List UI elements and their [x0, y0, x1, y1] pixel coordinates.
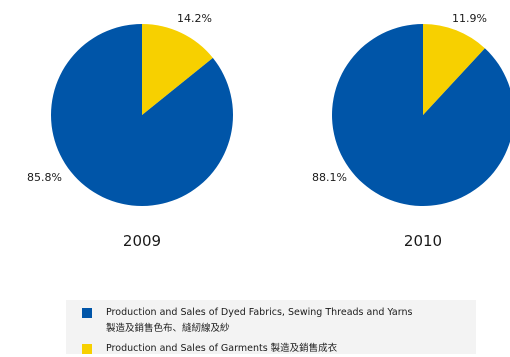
- legend-text-dyed-fabrics-en: Production and Sales of Dyed Fabrics, Se…: [106, 307, 413, 318]
- slice-2009-garments: [142, 24, 213, 115]
- year-label-2010: 2010: [404, 232, 442, 250]
- slice-label-2009-garments: 14.2%: [177, 12, 212, 25]
- legend-text-garments: Production and Sales of Garments 製造及銷售成衣: [106, 343, 338, 354]
- slice-label-2009-dyed-fabrics: 85.8%: [27, 171, 62, 184]
- slice-2010-garments: [423, 23, 485, 115]
- slice-label-2010-dyed-fabrics: 88.1%: [312, 171, 347, 184]
- legend-text-dyed-fabrics: Production and Sales of Dyed Fabrics, Se…: [106, 305, 472, 337]
- slice-2010-dyed-fabrics: [332, 24, 510, 206]
- pie-2010: 11.9% 88.1% 2010: [312, 12, 510, 250]
- pie-2009: 14.2% 85.8% 2009: [27, 12, 233, 250]
- legend-text-dyed-fabrics-zh: 製造及銷售色布、縫紉線及紗: [106, 323, 230, 334]
- legend-swatch-garments: [82, 344, 92, 354]
- pie-charts: 14.2% 85.8% 2009 11.9% 88.1% 2010: [27, 12, 510, 250]
- slice-2009-dyed-fabrics: [50, 24, 233, 207]
- legend-swatch-dyed-fabrics: [82, 308, 92, 318]
- year-label-2009: 2009: [123, 232, 161, 250]
- legend: Production and Sales of Dyed Fabrics, Se…: [66, 300, 476, 354]
- slice-label-2010-garments: 11.9%: [452, 12, 487, 25]
